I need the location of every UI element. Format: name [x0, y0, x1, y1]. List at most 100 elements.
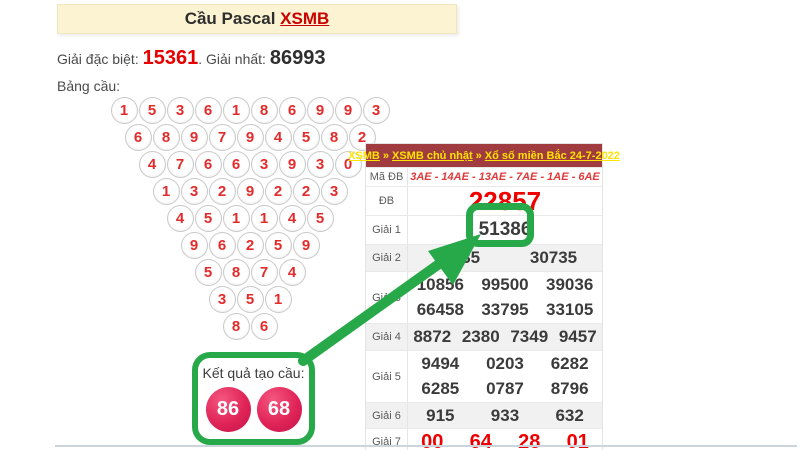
prize-value: 51386: [478, 219, 532, 240]
triangle-digit: 4: [278, 205, 306, 232]
dot-separator: .: [198, 51, 207, 67]
row-label: ĐB: [366, 187, 408, 215]
row-values: 8872 2380 7349 9457: [408, 324, 602, 350]
triangle-digit: 4: [138, 151, 166, 178]
first-prize-value: 86993: [269, 47, 326, 69]
triangle-digit: 6: [194, 97, 222, 124]
triangle-digit: 5: [194, 205, 222, 232]
triangle-digit: 2: [208, 178, 236, 205]
page-banner: Cầu Pascal XSMB: [57, 4, 457, 34]
row-values: 51386: [408, 216, 602, 244]
triangle-digit: 3: [166, 97, 194, 124]
page-title: Cầu Pascal XSMB: [185, 9, 330, 29]
triangle-digit: 4: [264, 124, 292, 151]
value-line: 915 933 632: [408, 406, 602, 426]
triangle-digit: 5: [236, 286, 264, 313]
triangle-digit: 4: [278, 259, 306, 286]
prize-value: 33105: [546, 300, 594, 320]
prize-value: 39036: [546, 274, 594, 294]
breadcrumb-link-2[interactable]: Xổ số miền Bắc 24-7-2022: [484, 149, 620, 162]
value-line: 22857: [408, 186, 602, 217]
triangle-digit: 8: [152, 124, 180, 151]
triangle-digit: 2: [264, 178, 292, 205]
table-rows: Mã ĐB 3AE - 14AE - 13AE - 7AE - 1AE - 6AE…: [366, 167, 602, 450]
value-line: 51386: [408, 219, 602, 241]
triangle-digit: 3: [250, 151, 278, 178]
triangle-digit: 1: [222, 205, 250, 232]
prize-value: 6285: [421, 379, 460, 399]
value-line: 00 64 28 01: [408, 431, 602, 450]
breadcrumb-link-0[interactable]: XSMB: [348, 149, 380, 162]
triangle-digit: 2: [236, 232, 264, 259]
special-prize-label: Giải đặc biệt:: [57, 51, 143, 67]
triangle-digit: 5: [138, 97, 166, 124]
triangle-digit: 1: [264, 286, 292, 313]
prize-value: 7349: [510, 327, 549, 346]
prize-value: 9494: [421, 353, 460, 373]
triangle-digit: 6: [208, 232, 236, 259]
value-line: 3AE - 14AE - 13AE - 7AE - 1AE - 6AE: [408, 171, 602, 183]
bridge-result-label: Kết quả tạo cầu:: [202, 365, 305, 381]
value-line: 10856 99500 39036: [408, 272, 602, 298]
prize-value: 3AE - 14AE - 13AE - 7AE - 1AE - 6AE: [410, 171, 600, 183]
triangle-digit: 3: [362, 97, 390, 124]
row-values: 915 933 632: [408, 403, 602, 428]
breadcrumb-link-1[interactable]: XSMB chủ nhật: [392, 149, 473, 162]
row-label: Giải 5: [366, 351, 408, 402]
triangle-digit: 9: [306, 97, 334, 124]
value-line: 6285 0787 8796: [408, 377, 602, 403]
row-values: 3AE - 14AE - 13AE - 7AE - 1AE - 6AE: [408, 168, 602, 186]
triangle-digit: 5: [194, 259, 222, 286]
prize-value: 99500: [481, 274, 529, 294]
table-row-db: ĐB 22857: [366, 186, 602, 217]
triangle-digit: 9: [292, 232, 320, 259]
table-row-g5: Giải 5 9494 0203 6282 6285 0787 8796: [366, 350, 602, 402]
prize-value: 22857: [468, 185, 542, 216]
triangle-digit: 8: [320, 124, 348, 151]
triangle-digit: 6: [124, 124, 152, 151]
prize-value: 933: [490, 405, 520, 425]
xsmb-results-table: XSMB» XSMB chủ nhật» Xổ số miền Bắc 24-7-2…: [348, 143, 620, 450]
triangle-digit: 6: [278, 97, 306, 124]
triangle-digit: 1: [250, 205, 278, 232]
triangle-digit: 9: [180, 124, 208, 151]
prize-summary: Giải đặc biệt: 15361. Giải nhất: 86993: [57, 47, 325, 70]
prize-value: 01: [566, 430, 589, 450]
triangle-digit: 3: [306, 151, 334, 178]
prize-value: 9457: [558, 327, 597, 346]
table-row-g4: Giải 4 8872 2380 7349 9457: [366, 323, 602, 350]
bridge-result-balls: 86 68: [205, 387, 302, 432]
board-label: Bảng cầu:: [57, 78, 121, 94]
prize-value: 30735: [529, 248, 578, 267]
row-label: Giải 6: [366, 403, 408, 428]
prize-value: 8796: [550, 379, 589, 399]
prize-value: 2380: [461, 327, 500, 346]
triangle-digit: 7: [250, 259, 278, 286]
value-line: 66458 33795 33105: [408, 298, 602, 324]
value-line: 77335 30735: [408, 248, 602, 268]
xsmb-title-link[interactable]: XSMB: [280, 9, 330, 28]
triangle-digit: 6: [194, 151, 222, 178]
triangle-digit: 5: [292, 124, 320, 151]
value-line: 9494 0203 6282: [408, 351, 602, 377]
prize-value: 0787: [486, 379, 524, 399]
bottom-divider: [55, 445, 797, 447]
triangle-digit: 9: [278, 151, 306, 178]
triangle-digit: 9: [236, 124, 264, 151]
triangle-digit: 9: [236, 178, 264, 205]
table-row-g6: Giải 6 915 933 632: [366, 402, 602, 428]
triangle-digit: 8: [250, 97, 278, 124]
row-label: Giải 4: [366, 324, 408, 350]
triangle-digit: 1: [152, 178, 180, 205]
row-label: Mã ĐB: [366, 168, 408, 186]
row-values: 77335 30735: [408, 245, 602, 271]
row-label: Giải 3: [366, 272, 408, 323]
triangle-digit: 3: [180, 178, 208, 205]
